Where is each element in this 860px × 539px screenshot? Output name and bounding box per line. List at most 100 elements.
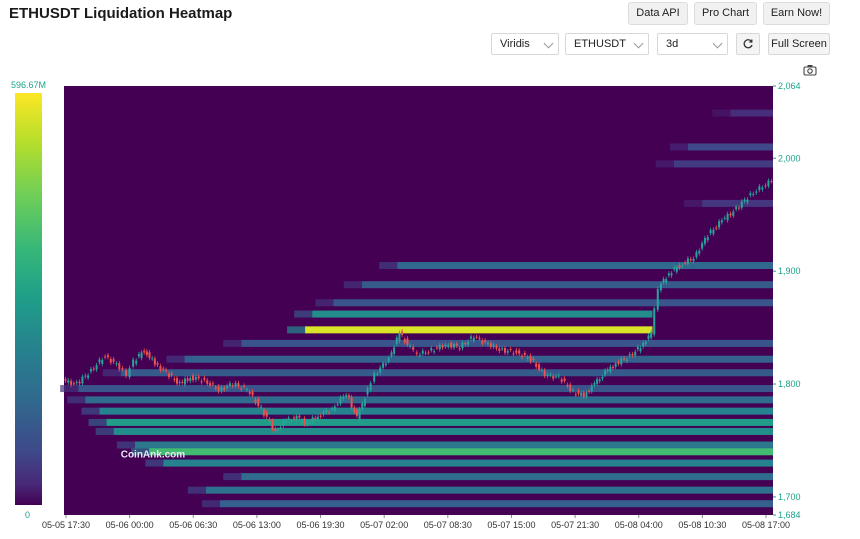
candle-body — [415, 352, 418, 354]
pro-chart-button[interactable]: Pro Chart — [694, 2, 757, 25]
data-api-button[interactable]: Data API — [628, 2, 688, 25]
candle-body — [72, 383, 75, 385]
candle-body — [265, 412, 268, 417]
candle-body — [260, 406, 263, 408]
candle-body — [153, 358, 156, 365]
candle-body — [585, 392, 588, 397]
symbol-select[interactable]: ETHUSDT — [565, 33, 649, 55]
candle-body — [398, 333, 401, 342]
candle-body — [670, 273, 673, 276]
candle-body — [109, 358, 112, 363]
candle-body — [303, 418, 306, 425]
candle-body — [689, 259, 692, 261]
candle-body — [438, 344, 441, 350]
candle-body — [444, 344, 447, 347]
candle-body — [95, 365, 98, 370]
candle-body — [237, 383, 240, 387]
candle-body — [644, 342, 647, 345]
colorscale-value: Viridis — [500, 38, 530, 50]
candle-body — [684, 262, 687, 264]
candle-body — [521, 355, 524, 358]
heatmap-band — [219, 500, 774, 508]
candle-body — [274, 428, 277, 431]
candle-body — [557, 375, 560, 377]
candle-body — [118, 363, 121, 370]
candle-body — [186, 378, 189, 381]
candle-body — [475, 336, 478, 338]
heatmap-band-tail — [88, 418, 107, 426]
candle-body — [316, 416, 319, 420]
candle-body — [628, 354, 631, 356]
heatmap-band — [333, 299, 773, 307]
earn-now-button[interactable]: Earn Now! — [763, 2, 830, 25]
candle-body — [308, 422, 311, 424]
candle-body — [650, 331, 653, 338]
candle-body — [387, 357, 390, 362]
candle-body — [148, 352, 151, 358]
candle-body — [569, 384, 572, 391]
candle-body — [331, 408, 334, 410]
candle-body — [223, 387, 226, 390]
candle-body — [363, 398, 366, 406]
candle-body — [115, 363, 118, 365]
candle-body — [279, 427, 282, 430]
heatmap-band — [163, 459, 773, 467]
full-screen-button[interactable]: Full Screen — [768, 33, 830, 55]
candle-body — [464, 342, 467, 345]
range-select[interactable]: 3d — [657, 33, 728, 55]
candle-body — [292, 417, 295, 419]
candle-body — [197, 376, 200, 379]
candle-body — [486, 342, 489, 345]
candle-body — [395, 337, 398, 344]
candle-body — [673, 267, 676, 270]
camera-icon[interactable] — [803, 64, 817, 76]
candle-body — [642, 342, 645, 347]
candle-body — [447, 345, 450, 347]
candle-body — [282, 420, 285, 426]
candle-body — [472, 337, 475, 341]
candle-body — [450, 342, 453, 348]
refresh-button[interactable] — [736, 33, 760, 55]
candle-body — [143, 350, 146, 353]
candle-body — [336, 404, 339, 406]
candle-body — [159, 366, 162, 371]
candle-body — [406, 338, 409, 345]
candle-body — [87, 375, 90, 378]
candle-body — [596, 378, 599, 384]
candle-body — [614, 363, 617, 367]
candle-body — [529, 355, 532, 362]
candle-body — [319, 415, 322, 417]
heatmap-band-tail — [102, 369, 121, 377]
candle-body — [175, 378, 178, 384]
candle-body — [740, 201, 743, 208]
candle-body — [373, 372, 376, 382]
x-tick-label: 05-07 08:30 — [424, 520, 472, 530]
candle-body — [350, 397, 353, 408]
candle-body — [492, 344, 495, 347]
colorscale-select[interactable]: Viridis — [491, 33, 559, 55]
heatmap-band-tail — [294, 310, 313, 318]
candle-body — [506, 350, 509, 353]
candle-body — [403, 339, 406, 343]
heatmap-band — [730, 109, 773, 117]
candle-body — [231, 385, 234, 387]
candle-body — [653, 308, 656, 335]
candle-body — [601, 376, 604, 379]
x-tick-label: 05-06 13:00 — [233, 520, 281, 530]
heatmap-band-tail — [287, 326, 306, 334]
candle-body — [770, 181, 773, 183]
watermark: CoinAnk.com — [121, 449, 186, 460]
candle-body — [214, 387, 217, 389]
candle-body — [609, 366, 612, 372]
candle-body — [495, 345, 498, 349]
heatmap-band-tail — [684, 199, 703, 207]
candle-body — [735, 206, 738, 210]
candle-body — [361, 403, 364, 409]
candle-body — [140, 352, 143, 359]
candle-body — [390, 352, 393, 356]
candle-body — [767, 180, 770, 187]
candle-body — [382, 363, 385, 368]
candle-body — [234, 383, 237, 387]
candle-body — [67, 380, 70, 383]
y-tick-label: 2,000 — [778, 153, 801, 163]
